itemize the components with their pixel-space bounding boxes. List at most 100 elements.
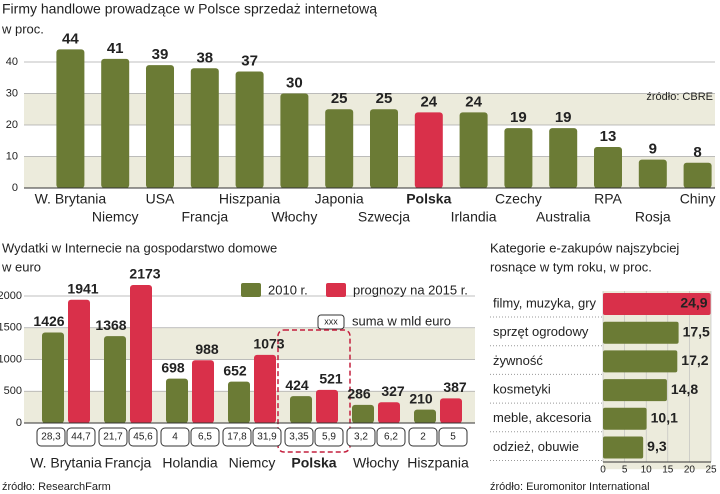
value-label: 19: [510, 109, 527, 126]
source: źródło: Euromonitor International: [490, 481, 650, 493]
x-tick-label: Australia: [536, 209, 591, 225]
value-label: 44: [62, 30, 79, 47]
bar: [192, 360, 214, 423]
value-label: 30: [286, 74, 303, 91]
value-label: 24: [465, 93, 482, 110]
chart-subtitle: rosnące w tym roku, w proc.: [490, 259, 652, 274]
chart-subtitle: w euro: [1, 259, 41, 274]
legend-swatch: [241, 283, 261, 297]
value-label: 210: [409, 390, 433, 406]
total-label: 31,9: [257, 432, 277, 443]
band: [24, 93, 715, 125]
x-tick-label: Czechy: [495, 191, 542, 207]
value-label: 1426: [33, 313, 64, 329]
bar: [104, 336, 126, 423]
x-tick-label: Francja: [181, 209, 228, 225]
total-label: 6,2: [384, 432, 398, 443]
x-tick-label: 5: [622, 465, 628, 476]
highlight-box: [277, 329, 351, 453]
x-tick-label: W. Brytania: [30, 455, 102, 471]
value-label: 19: [555, 109, 572, 126]
x-tick-label: 15: [662, 465, 674, 476]
total-box: [314, 427, 344, 447]
bar: [459, 112, 488, 188]
x-tick-label: Hiszpania: [219, 191, 281, 207]
total-box: [36, 427, 66, 447]
bar: [325, 109, 354, 188]
bar: [56, 49, 85, 189]
value-label: 9: [649, 141, 657, 158]
x-tick-label: Holandia: [162, 455, 217, 471]
source: źródło: CBRE: [646, 91, 713, 103]
x-tick-label: 10: [641, 465, 653, 476]
bar: [603, 407, 647, 430]
bar: [352, 404, 374, 423]
total-label: 5: [450, 432, 456, 443]
x-tick-label: Polska: [406, 191, 451, 207]
total-label: 6,5: [198, 432, 212, 443]
y-tick-label: 0: [12, 182, 18, 194]
bar: [146, 65, 174, 188]
bar: [290, 396, 312, 423]
total-label: 4: [172, 432, 178, 443]
value-label: 39: [152, 46, 169, 63]
category-label: filmy, muzyka, gry: [493, 295, 597, 310]
y-tick-label: 1000: [0, 353, 22, 365]
legend-label: suma w mld euro: [352, 313, 451, 328]
value-label: 25: [331, 90, 348, 107]
value-label: 13: [600, 128, 617, 145]
y-tick-label: 0: [16, 417, 22, 429]
bar: [638, 159, 667, 188]
bar: [130, 285, 152, 423]
value-label: 286: [347, 386, 371, 402]
x-tick-label: 20: [684, 465, 696, 476]
value-label: 38: [196, 49, 213, 66]
chart-title: Kategorie e-zakupów najszybciej: [490, 240, 679, 255]
legend-swatch: [326, 283, 346, 297]
bar: [68, 299, 90, 423]
total-box: [128, 427, 158, 447]
value-label: 24,9: [680, 295, 707, 311]
value-label: 1368: [95, 317, 126, 333]
bar: [101, 58, 130, 188]
x-tick-label: W. Brytania: [35, 191, 107, 207]
value-label: 41: [107, 40, 124, 57]
x-tick-label: 25: [705, 465, 717, 476]
bar: [42, 332, 64, 423]
category-label: sprzęt ogrodowy: [493, 324, 589, 339]
total-box: [252, 427, 282, 447]
total-box: [222, 427, 252, 447]
bar: [440, 398, 462, 423]
value-label: 1941: [67, 280, 98, 296]
bar: [235, 71, 264, 188]
y-tick-label: 1500: [0, 322, 22, 334]
value-label: 37: [241, 52, 258, 69]
total-box: [438, 427, 468, 447]
value-label: 424: [285, 377, 309, 393]
value-label: 698: [161, 359, 185, 375]
bar: [594, 147, 622, 188]
legend-sample: xxx: [324, 316, 338, 326]
total-label: 21,7: [103, 432, 123, 443]
source: źródło: ResearchFarm: [2, 481, 111, 493]
x-tick-label: Włochy: [353, 455, 399, 471]
total-box: [408, 427, 438, 447]
value-label: 2173: [129, 266, 160, 282]
bar: [683, 162, 712, 188]
bar: [414, 409, 436, 423]
bar: [603, 350, 678, 373]
x-tick-label: Włochy: [271, 209, 317, 225]
y-tick-label: 20: [6, 119, 18, 131]
x-tick-label: Niemcy: [92, 209, 139, 225]
bar: [254, 354, 276, 423]
bar: [603, 436, 644, 459]
total-box: [376, 427, 406, 447]
x-tick-label: RPA: [594, 191, 622, 207]
total-label: 5,9: [322, 432, 336, 443]
value-label: 521: [319, 371, 343, 387]
bar: [316, 389, 338, 423]
legend-label: prognozy na 2015 r.: [353, 282, 468, 297]
value-label: 17,2: [681, 352, 708, 368]
bar: [166, 378, 188, 423]
